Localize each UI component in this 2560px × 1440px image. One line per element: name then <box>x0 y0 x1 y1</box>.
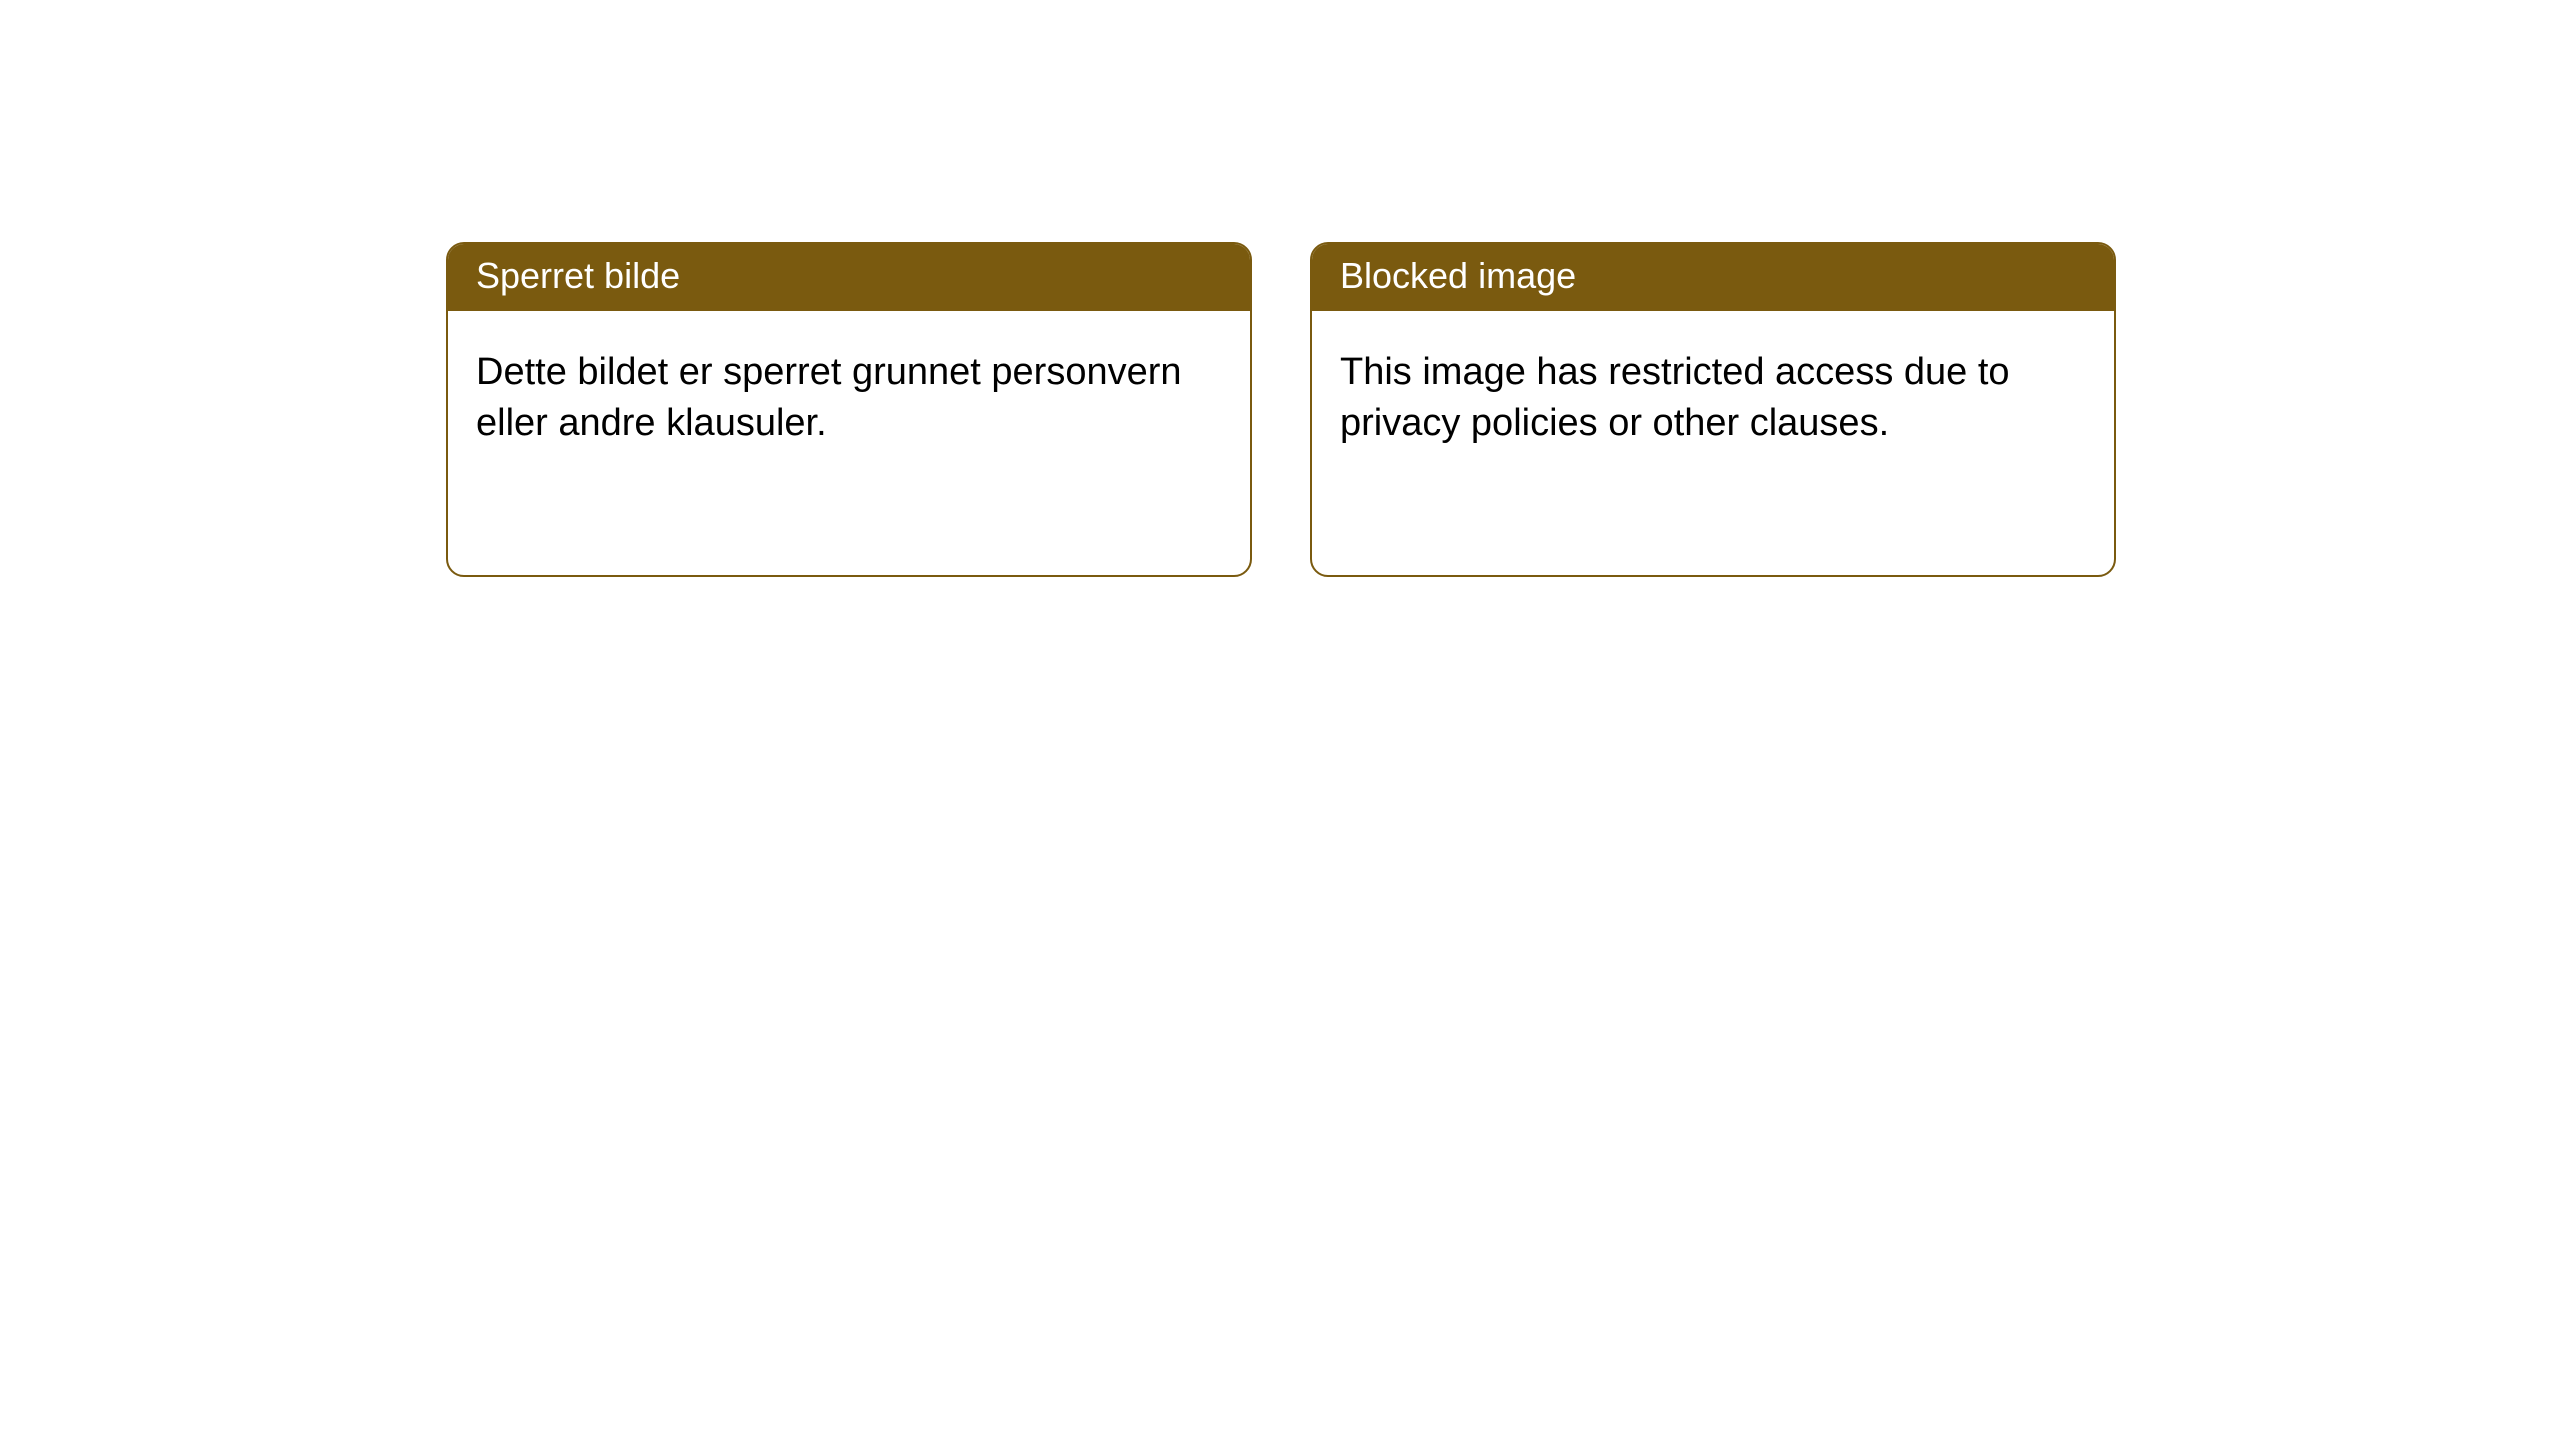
notice-body: This image has restricted access due to … <box>1312 311 2114 486</box>
notice-title: Sperret bilde <box>448 244 1250 311</box>
notice-title: Blocked image <box>1312 244 2114 311</box>
notice-card-norwegian: Sperret bilde Dette bildet er sperret gr… <box>446 242 1252 577</box>
notice-card-english: Blocked image This image has restricted … <box>1310 242 2116 577</box>
notice-body: Dette bildet er sperret grunnet personve… <box>448 311 1250 486</box>
notice-container: Sperret bilde Dette bildet er sperret gr… <box>0 0 2560 577</box>
